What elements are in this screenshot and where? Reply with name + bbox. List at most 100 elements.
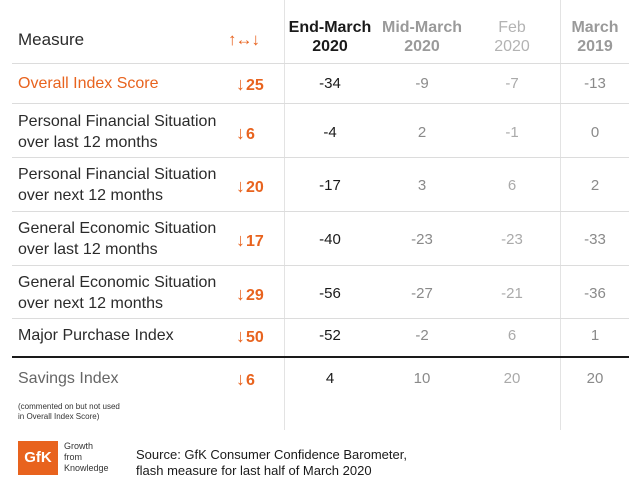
row-label-line1: Savings Index [18,370,119,387]
row-label: General Economic Situation over last 12 m… [18,218,233,260]
table-cell: -34 [319,75,341,92]
table-cell: -27 [411,285,433,302]
column-divider [560,0,561,430]
row-label-line1: Personal Financial Situation [18,113,217,130]
row-label-line1: Major Purchase Index [18,327,174,344]
table-cell: -36 [584,285,606,302]
row-label-line2: over next 12 months [18,187,163,204]
row-label: Personal Financial Situation over last 12… [18,111,233,153]
table-row: Personal Financial Situation over next 12… [0,164,641,212]
table-cell: -1 [505,124,519,141]
table-cell: 2 [417,124,427,141]
table-cell: 4 [325,370,335,387]
table-cell: -33 [584,231,606,248]
change-value: 50 [246,329,264,346]
column-header-line1: Feb [498,19,526,36]
table-cell: 20 [586,370,604,387]
row-divider [12,103,629,104]
column-header-line2: 2020 [494,38,530,55]
table-cell: -17 [319,177,341,194]
table-cell: -23 [501,231,523,248]
row-divider [12,157,629,158]
table-cell: 6 [507,327,517,344]
down-arrow-icon: ↓ [236,284,245,304]
table-cell: -13 [584,75,606,92]
down-arrow-icon: ↓ [236,123,245,143]
table-row: Major Purchase Index ↓50 -52 -2 6 1 [0,324,641,354]
table-cell: 20 [503,370,521,387]
row-label-line1: Personal Financial Situation [18,166,217,183]
savings-note: (commented on but not used in Overall In… [18,402,218,422]
row-divider [12,318,629,319]
change-indicator: ↓25 [236,74,264,95]
row-label: General Economic Situation over next 12 m… [18,272,233,314]
table-cell: 0 [590,124,600,141]
table-cell: -9 [415,75,429,92]
row-label-line1: General Economic Situation [18,220,217,237]
row-label-line1: Overall Index Score [18,75,159,92]
change-value: 6 [246,372,255,389]
row-divider [12,63,629,64]
row-label: Major Purchase Index [18,325,233,346]
down-arrow-icon: ↓ [236,74,245,94]
table-cell: 3 [417,177,427,194]
change-header-icon: ↑↔↓ [228,30,260,49]
table-cell: -52 [319,327,341,344]
column-header: Mid-March 2020 [372,18,472,56]
change-value: 6 [246,126,255,143]
table-cell: -56 [319,285,341,302]
table-row: Savings Index ↓6 4 10 20 20 [0,367,641,417]
table-cell: -23 [411,231,433,248]
row-label-line2: over last 12 months [18,241,158,258]
table-cell: 6 [507,177,517,194]
column-header-line2: 2020 [312,38,348,55]
table-cell: -2 [415,327,429,344]
source-line1: Source: GfK Consumer Confidence Baromete… [136,447,407,462]
change-indicator: ↓20 [236,176,264,197]
table-cell: -4 [323,124,337,141]
row-label: Personal Financial Situation over next 12… [18,164,233,206]
table-row: General Economic Situation over last 12 m… [0,218,641,266]
column-header-line2: 2020 [404,38,440,55]
column-header-line1: Mid-March [382,19,462,36]
column-header: End-March 2020 [280,18,380,56]
row-divider [12,211,629,212]
column-header: March 2019 [545,18,641,56]
change-indicator: ↓17 [236,230,264,251]
change-indicator: ↓6 [236,123,255,144]
change-indicator: ↓6 [236,369,255,390]
tagline-line: from [64,452,82,462]
change-value: 25 [246,77,264,94]
table-row: Personal Financial Situation over last 12… [0,111,641,159]
change-indicator: ↓29 [236,284,264,305]
column-header: Feb 2020 [462,18,562,56]
source-line2: flash measure for last half of March 202… [136,463,372,478]
change-value: 20 [246,179,264,196]
row-label: Savings Index [18,368,233,389]
row-label: Overall Index Score [18,73,233,94]
change-value: 17 [246,233,264,250]
table-cell: 10 [413,370,431,387]
column-header-line2: 2019 [577,38,613,55]
change-indicator: ↓50 [236,326,264,347]
table-cell: -7 [505,75,519,92]
row-divider [12,356,629,358]
down-arrow-icon: ↓ [236,369,245,389]
table-row: Overall Index Score ↓25 -34 -9 -7 -13 [0,72,641,98]
down-arrow-icon: ↓ [236,176,245,196]
table-cell: -21 [501,285,523,302]
column-header-line1: End-March [288,19,372,36]
change-value: 29 [246,287,264,304]
table-row: General Economic Situation over next 12 m… [0,272,641,320]
column-divider [284,0,285,430]
tagline-line: Knowledge [64,463,109,473]
measure-header: Measure [18,30,85,49]
down-arrow-icon: ↓ [236,230,245,250]
table-cell: -40 [319,231,341,248]
savings-note-line2: in Overall Index Score) [18,412,100,421]
row-label-line2: over next 12 months [18,295,163,312]
gfk-logo: GfK [18,441,58,475]
column-header-line1: March [571,19,619,36]
savings-note-line1: (commented on but not used [18,402,120,411]
